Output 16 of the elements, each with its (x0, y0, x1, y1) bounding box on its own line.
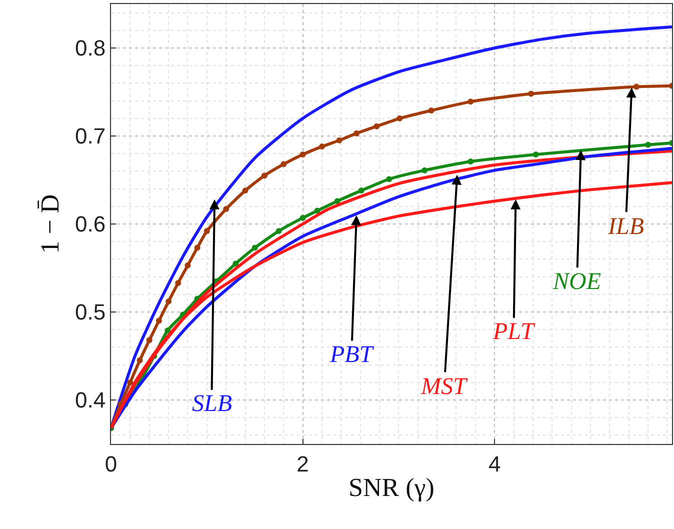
y-tick-label: 0.7 (75, 124, 106, 149)
annotation: PBT (329, 342, 374, 368)
annotation: PLT (492, 319, 536, 345)
y-tick-label: 0.8 (75, 36, 106, 61)
annotation: ILB (607, 214, 644, 240)
y-tick-label: 0.4 (75, 388, 106, 413)
x-tick-label: 0 (104, 451, 118, 476)
annotation: MST (420, 374, 468, 400)
x-tick-label: 4 (488, 451, 501, 476)
y-tick-label: 0.5 (75, 300, 106, 325)
annotation: NOE (552, 269, 602, 295)
y-tick-label: 0.6 (75, 212, 106, 237)
annotation: SLB (192, 391, 232, 417)
x-axis-title: SNR (γ) (348, 473, 434, 502)
y-axis-title: 1 − D̄ (35, 194, 64, 254)
x-tick-label: 2 (296, 451, 309, 476)
